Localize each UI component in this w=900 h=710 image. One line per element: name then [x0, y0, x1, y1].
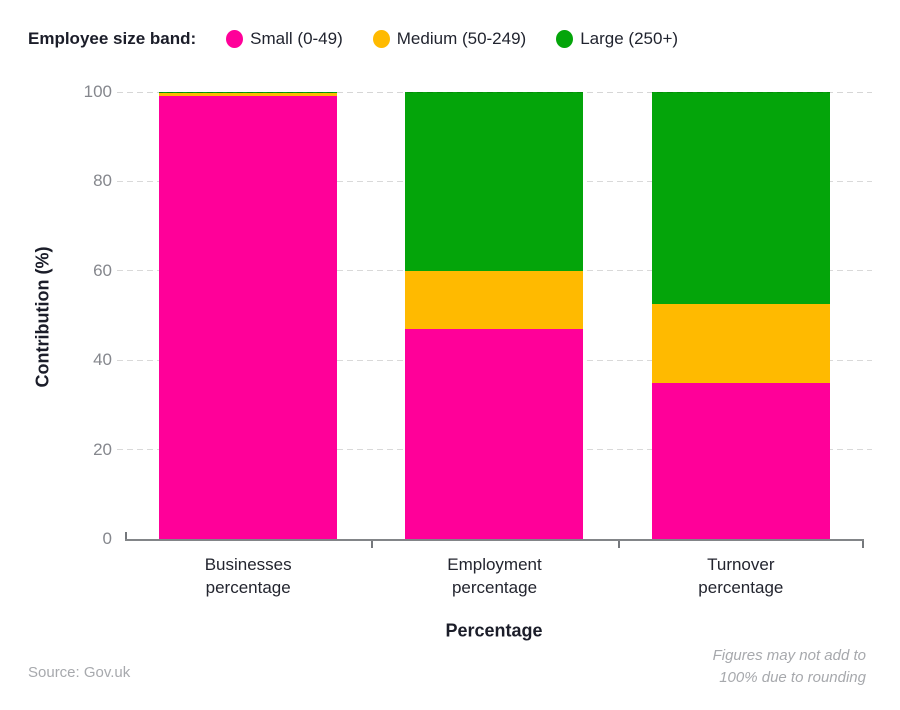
bar-segment[interactable] — [405, 270, 584, 329]
legend-item-label: Small (0-49) — [250, 29, 343, 48]
legend: Employee size band: Small (0-49) Medium (… — [28, 29, 678, 49]
y-tick-label-100: 100 — [83, 82, 112, 101]
x-category-label: Businesses percentage — [204, 555, 292, 597]
stacked-bar-businesses — [159, 92, 338, 539]
source-text: Source: Gov.uk — [28, 664, 131, 681]
plot-area: 0 20 40 60 80 100 Businesses percentage Employm… — [84, 82, 872, 597]
x-axis-tick — [617, 541, 620, 548]
legend-item-label: Large (250+) — [580, 29, 679, 48]
bar-segment[interactable] — [405, 92, 584, 271]
x-axis-line — [125, 532, 864, 548]
x-axis-tick — [862, 541, 864, 548]
x-axis-tick — [371, 541, 374, 548]
bar-segment[interactable] — [159, 95, 338, 539]
legend-item-label: Medium (50-249) — [396, 29, 527, 48]
x-category-label: Turnover percentage — [698, 555, 784, 597]
legend-swatch-icon — [556, 30, 574, 48]
x-category-label: Employment percentage — [447, 555, 542, 597]
bar-segment[interactable] — [651, 382, 830, 539]
y-tick-label-40: 40 — [93, 350, 112, 370]
bar-slot — [125, 92, 371, 539]
legend-swatch-icon — [372, 30, 390, 48]
legend-item-small[interactable]: Small (0-49) — [226, 29, 343, 49]
stacked-bar-turnover — [651, 92, 830, 539]
y-tick-label-20: 20 — [93, 439, 112, 459]
y-tick-label-0: 0 — [102, 529, 112, 548]
y-tick-label-80: 80 — [93, 171, 112, 191]
bar-segment[interactable] — [159, 92, 338, 96]
legend-title: Employee size band: — [28, 29, 197, 48]
bar-segment[interactable] — [405, 328, 584, 539]
rounding-footnote: Figures may not add to 100% due to round… — [712, 647, 866, 686]
x-axis-title: Percentage — [445, 620, 543, 641]
bar-segment[interactable] — [651, 92, 830, 305]
bar-slot — [371, 92, 617, 539]
stacked-bar-employment — [405, 92, 584, 539]
bar-segment[interactable] — [159, 92, 338, 93]
y-tick-label-60: 60 — [93, 260, 112, 280]
legend-item-medium[interactable]: Medium (50-249) — [372, 29, 527, 49]
bar-slot — [618, 92, 864, 539]
x-axis-tick — [125, 532, 127, 539]
legend-item-large[interactable]: Large (250+) — [556, 29, 678, 49]
bar-segment[interactable] — [651, 304, 830, 383]
gridline-100 — [117, 91, 872, 93]
legend-swatch-icon — [226, 30, 244, 48]
